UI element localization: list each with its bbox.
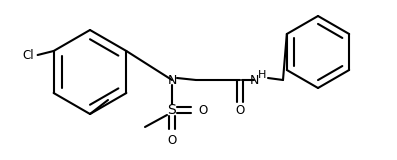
Text: N: N	[249, 73, 259, 87]
Text: Cl: Cl	[22, 48, 34, 61]
Text: O: O	[168, 135, 177, 148]
Text: O: O	[235, 104, 245, 117]
Text: O: O	[198, 104, 208, 116]
Text: S: S	[168, 103, 176, 117]
Text: H: H	[258, 70, 266, 80]
Text: N: N	[167, 73, 177, 87]
